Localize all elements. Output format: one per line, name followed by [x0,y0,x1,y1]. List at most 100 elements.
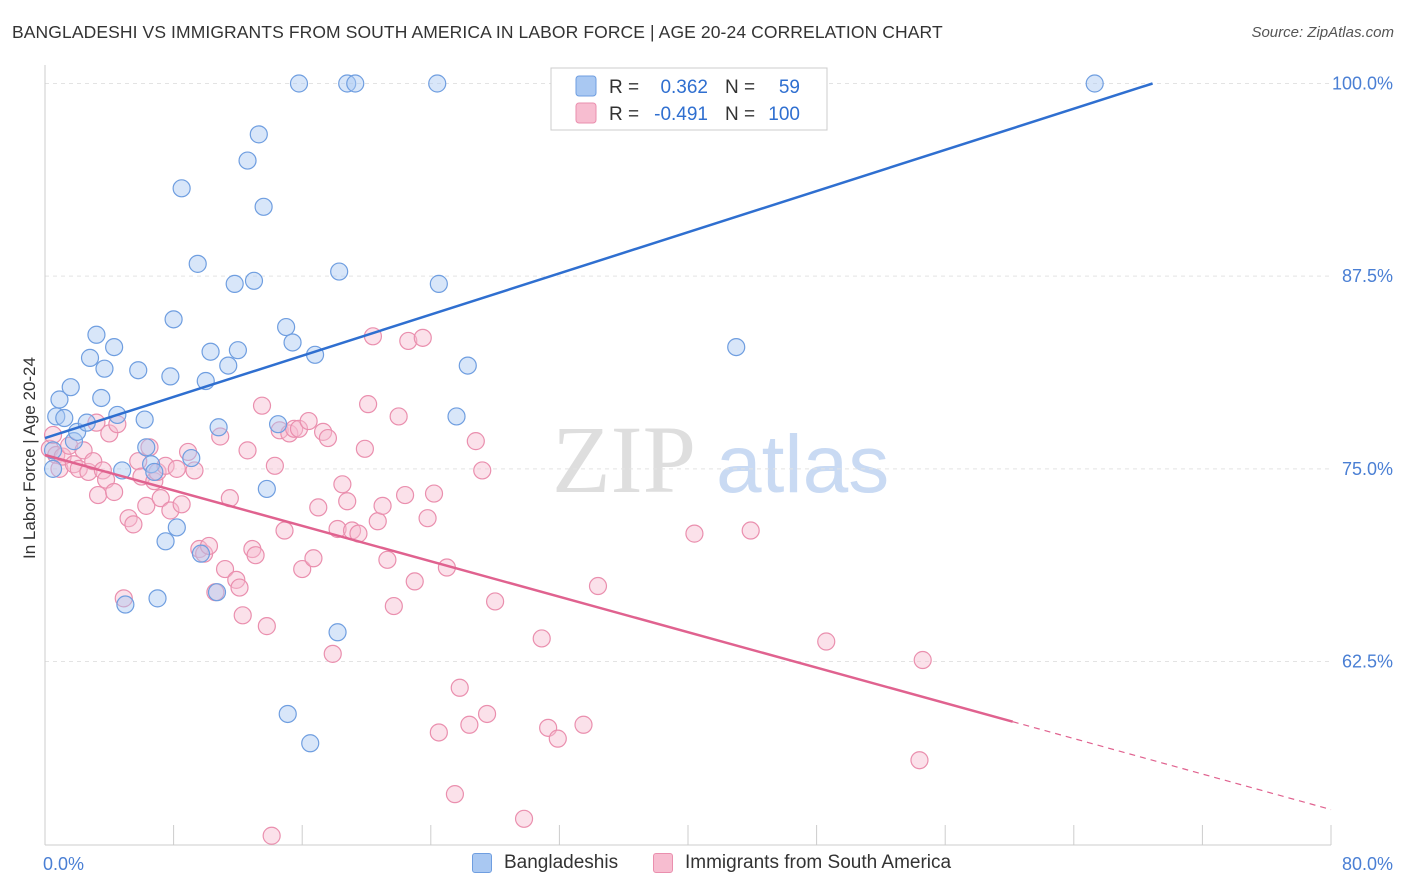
immigrants-trend-line [44,453,1014,723]
bangladeshi-point [289,74,309,93]
legend-n-value-1: 59 [779,77,800,98]
legend-box-frame [550,67,828,131]
immigrants-point [413,328,432,347]
bangladeshi-point [116,595,135,614]
bangladeshi-point [95,359,114,378]
bangladeshi-point [249,125,268,144]
bangladeshi-point [161,367,180,386]
legend-box: R = 0.362 N = 59 R = -0.491 N = 100 [550,67,828,131]
series-bangladeshis [43,74,1104,753]
immigrants-point [105,482,124,502]
immigrants-point [293,559,312,579]
immigrants-point [230,578,249,597]
immigrants-point [741,521,760,540]
immigrants-point [124,515,143,534]
bangladeshi-point [1085,74,1104,93]
immigrants-point [172,495,191,514]
immigrants-point [88,485,108,505]
bangladeshi-point [92,388,111,408]
immigrants-trend-extension [1012,721,1332,811]
immigrants-point [355,439,374,458]
immigrants-point [445,785,465,804]
bangladeshi-point [188,254,207,273]
bangladeshi-point [137,438,156,457]
bangladeshi-point [145,462,164,482]
immigrants-point [299,411,318,431]
bangladeshi-trend-line [44,82,1153,440]
immigrants-point [323,644,342,663]
watermark: ZIP atlas [552,406,889,513]
bangladeshi-point [238,151,257,170]
immigrants-point [588,576,608,596]
bangladeshi-point [346,74,365,93]
bangladeshi-point [87,325,106,344]
bangladeshi-point [328,623,347,642]
legend-item-immigrants: Immigrants from South America [653,852,951,874]
bangladeshi-point [254,197,273,216]
immigrants-point [246,546,265,565]
y-tick-label: 62.5% [1342,652,1393,672]
bangladeshi-point [428,74,447,93]
immigrants-point [161,501,180,520]
immigrants-point [275,521,294,540]
immigrants-point [289,419,309,438]
legend-r-value-1: 0.362 [660,77,708,98]
bangladeshi-point [191,544,211,563]
bangladeshi-point [201,342,220,361]
immigrants-point [84,452,103,471]
bangladeshi-point [727,337,746,357]
immigrants-point [405,572,424,591]
bangladeshi-point [228,341,247,360]
legend-n-value-2: 100 [768,104,800,125]
immigrants-point [424,484,444,503]
immigrants-point [333,475,352,494]
legend-bottom-swatch-immigrants [653,853,673,873]
bangladeshi-point [268,415,288,434]
immigrants-point [574,715,593,734]
legend-bottom: Bangladeshis Immigrants from South Ameri… [0,850,1406,880]
immigrants-point [486,592,505,611]
bangladeshi-point [80,348,100,367]
immigrants-point [477,704,497,724]
legend-n-label-2: N = [725,104,755,125]
legend-bottom-label-bangladeshis: Bangladeshis [504,852,619,873]
bangladeshi-point [167,518,186,537]
legend-swatch-immigrants [575,102,597,124]
immigrants-point [913,650,932,670]
legend-bottom-swatch-bangladeshis [472,853,492,873]
legend-item-bangladeshis: Bangladeshis [472,852,618,874]
immigrants-point [252,396,272,415]
bangladeshi-point [447,407,466,426]
bangladeshi-point [129,361,148,380]
bangladeshi-point [55,408,74,428]
legend-r-label-1: R = [609,77,639,98]
immigrants-point [384,596,403,616]
bangladeshi-point [61,378,80,397]
series-immigrants-south-america [40,327,932,845]
immigrants-point [399,331,418,351]
x-tick-label: 80.0% [1342,854,1393,874]
immigrants-point [466,432,485,451]
immigrants-point [167,459,186,478]
bangladeshi-point [429,274,448,293]
immigrants-point [238,441,257,460]
chart-title: BANGLADESHI VS IMMIGRANTS FROM SOUTH AME… [12,22,943,42]
bangladeshi-point [164,310,183,329]
immigrants-point [368,512,387,531]
trend-lines [44,82,1332,811]
y-axis-label: In Labor Force | Age 20-24 [20,357,39,559]
immigrants-point [265,456,284,475]
immigrants-point [304,549,323,568]
bangladeshi-point [148,589,167,608]
immigrants-point [262,826,281,845]
bangladeshi-point [50,390,69,409]
immigrants-point [359,395,378,414]
bangladeshi-point [172,179,191,198]
immigrants-point [257,617,276,636]
immigrants-point [395,485,415,505]
immigrants-point [309,498,328,517]
bangladeshi-point [105,337,124,357]
immigrants-point [119,509,138,528]
legend-r-label-2: R = [609,104,639,125]
immigrants-point [429,723,448,742]
